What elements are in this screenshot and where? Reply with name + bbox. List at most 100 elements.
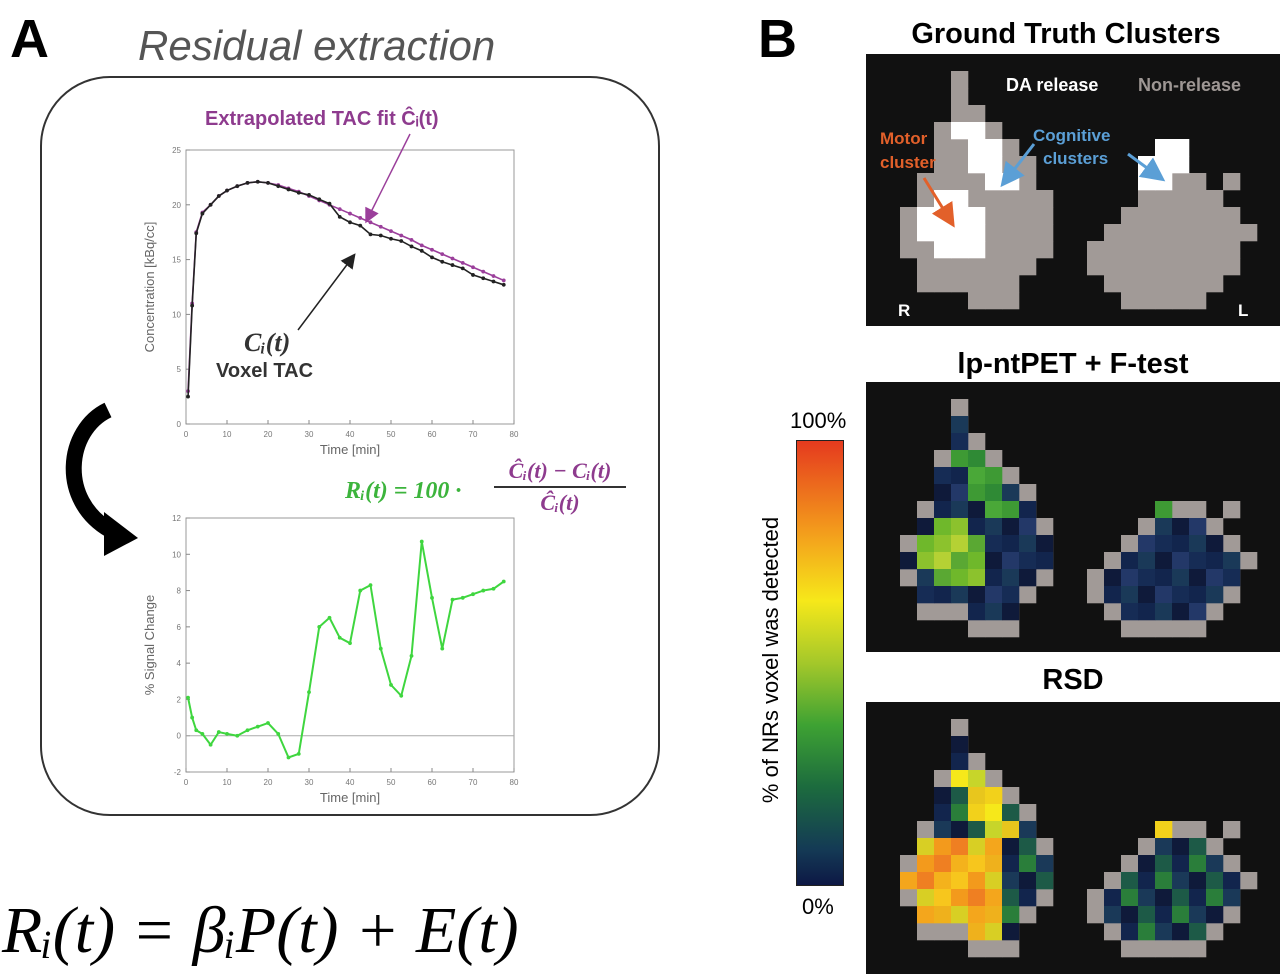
nonrelease-voxel xyxy=(1206,838,1224,856)
nonrelease-voxel xyxy=(1223,241,1241,259)
nonrelease-voxel xyxy=(1223,258,1241,276)
data-point xyxy=(266,180,270,185)
nonrelease-voxel xyxy=(1138,275,1156,293)
gt-label-legend_release: DA release xyxy=(1006,75,1098,95)
release-voxel xyxy=(1172,156,1190,174)
data-point xyxy=(450,597,455,602)
detection-voxel xyxy=(1223,872,1241,890)
nonrelease-voxel xyxy=(1223,586,1241,604)
data-point xyxy=(460,595,465,600)
nonrelease-voxel xyxy=(934,173,952,191)
detection-voxel xyxy=(900,872,918,890)
nonrelease-voxel xyxy=(1036,889,1054,907)
data-point xyxy=(368,583,373,588)
nonrelease-voxel xyxy=(900,535,918,553)
colorbar-top-label: 100% xyxy=(790,408,847,433)
detection-voxel xyxy=(1002,923,1020,941)
nonrelease-voxel xyxy=(1172,620,1190,638)
release-voxel xyxy=(917,224,935,242)
detection-voxel xyxy=(1121,889,1139,907)
detection-voxel xyxy=(1189,906,1207,924)
detection-voxel xyxy=(934,889,952,907)
data-point xyxy=(255,724,260,729)
detection-voxel xyxy=(968,586,986,604)
detection-voxel xyxy=(934,467,952,485)
detection-voxel xyxy=(1019,872,1037,890)
gt-label-side_R: R xyxy=(898,301,910,320)
detection-voxel xyxy=(951,569,969,587)
nonrelease-voxel xyxy=(1189,173,1207,191)
data-point xyxy=(348,220,352,225)
data-point xyxy=(450,256,455,261)
data-point xyxy=(186,695,190,700)
colorbar-bottom-label: 0% xyxy=(802,894,834,919)
nonrelease-voxel xyxy=(951,88,969,106)
tac-chart: 0 10 20 30 40 50 60 70 80 0 5 10 15 20 25 Time [min] Con… xyxy=(142,146,519,457)
nonrelease-voxel xyxy=(934,122,952,140)
data-point xyxy=(491,586,496,591)
data-point xyxy=(409,237,414,242)
y-tick-label: 2 xyxy=(177,695,182,704)
detection-voxel xyxy=(934,569,952,587)
detection-voxel xyxy=(1002,804,1020,822)
data-point xyxy=(471,265,475,270)
arrow-cognitive-right xyxy=(1127,152,1166,182)
data-point xyxy=(225,732,229,736)
detection-voxel xyxy=(917,518,935,536)
nonrelease-voxel xyxy=(985,258,1003,276)
nonrelease-voxel xyxy=(1172,821,1190,839)
arrow-fit xyxy=(365,133,411,224)
rsd-title: RSD xyxy=(1042,664,1104,696)
nonrelease-voxel xyxy=(968,940,986,958)
release-voxel xyxy=(934,224,952,242)
detection-voxel xyxy=(1002,552,1020,570)
nonrelease-voxel xyxy=(1019,484,1037,502)
release-voxel xyxy=(1138,173,1156,191)
nonrelease-voxel xyxy=(985,224,1003,242)
detection-voxel xyxy=(934,855,952,873)
nonrelease-voxel xyxy=(1223,535,1241,553)
nonrelease-voxel xyxy=(1104,603,1122,621)
x-tick-label: 10 xyxy=(223,778,232,787)
nonrelease-voxel xyxy=(934,258,952,276)
detection-voxel xyxy=(968,787,986,805)
nonrelease-voxel xyxy=(1002,258,1020,276)
detection-voxel xyxy=(1155,838,1173,856)
detection-voxel xyxy=(1002,872,1020,890)
panel-letter-a: A xyxy=(10,9,49,69)
detection-voxel xyxy=(1206,906,1224,924)
detection-voxel xyxy=(917,889,935,907)
detection-voxel xyxy=(951,770,969,788)
nonrelease-voxel xyxy=(1138,838,1156,856)
detection-voxel xyxy=(985,569,1003,587)
nonrelease-voxel xyxy=(951,156,969,174)
nonrelease-voxel xyxy=(917,258,935,276)
detection-voxel xyxy=(1104,569,1122,587)
nonrelease-voxel xyxy=(968,105,986,123)
detection-voxel xyxy=(985,501,1003,519)
detection-voxel xyxy=(917,569,935,587)
nonrelease-voxel xyxy=(1002,787,1020,805)
detection-voxel xyxy=(968,450,986,468)
detection-voxel xyxy=(1189,535,1207,553)
detection-voxel xyxy=(917,838,935,856)
nonrelease-voxel xyxy=(1155,292,1173,310)
nonrelease-voxel xyxy=(1002,241,1020,259)
detection-voxel xyxy=(1121,923,1139,941)
data-point xyxy=(440,259,445,264)
nonrelease-voxel xyxy=(1189,501,1207,519)
data-point xyxy=(337,635,342,640)
eq-residual-fraction: Ĉᵢ(t) − Cᵢ(t) Ĉᵢ(t) xyxy=(494,458,626,516)
release-voxel xyxy=(1155,156,1173,174)
detection-voxel xyxy=(1121,586,1139,604)
nonrelease-voxel xyxy=(1036,207,1054,225)
data-point xyxy=(208,742,213,747)
detection-voxel xyxy=(1189,872,1207,890)
nonrelease-voxel xyxy=(917,241,935,259)
nonrelease-voxel xyxy=(934,156,952,174)
release-voxel xyxy=(968,139,986,157)
nonrelease-voxel xyxy=(1019,258,1037,276)
detection-voxel xyxy=(1104,586,1122,604)
curved-arrow-head-icon xyxy=(104,512,138,556)
detection-voxel xyxy=(1002,569,1020,587)
